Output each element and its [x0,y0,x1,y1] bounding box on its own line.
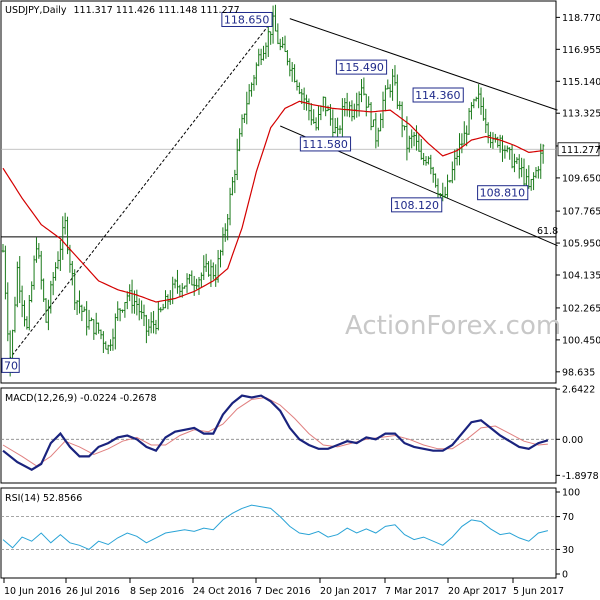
current-price-label: 111.277 [561,145,600,156]
price-axis-label: 104.135 [562,271,600,282]
price-axis-label: 109.650 [562,173,600,184]
price-panel: ActionForex.com 61.8 118.650 115.490 111.5… [0,0,561,384]
annotation-box [1,357,20,373]
macd-axis: 2.6422 0.00 -1.8978 [556,385,599,482]
price-annotation: 108.120 [391,197,443,213]
price-annotation: 108.810 [477,185,529,201]
current-price-box [557,142,600,157]
annotation-box [221,11,273,27]
annotation-label: 111.580 [302,138,348,151]
price-axis-label: 116.955 [562,45,600,56]
annotation-box [412,87,464,103]
annotation-box [477,185,529,201]
rsi-axis-label: 70 [562,512,574,523]
price-annotations: 118.650 115.490 111.580 114.360 108.120 108.8… [1,11,529,373]
chart-title: USDJPY,Daily 111.317 111.426 111.148 111… [5,5,240,16]
trend-line [289,18,558,111]
rsi-line [2,504,549,550]
ema-line [2,100,544,303]
moving-average-line [2,100,544,303]
ohlc-readout: 111.317 111.426 111.148 111.277 [74,5,240,16]
price-axis-label: 113.325 [562,109,600,120]
annotation-label: 115.490 [338,61,384,74]
date-axis-label: 8 Sep 2016 [130,586,184,597]
price-annotation: 118.650 [221,11,273,27]
rsi-axis-label: 0 [562,570,568,581]
macd-title: MACD(12,26,9) -0.0224 -0.2678 [5,393,157,404]
annotation-label: 118.650 [224,13,270,26]
macd-axis-label: 0.00 [562,435,583,446]
macd-panel: MACD(12,26,9) -0.0224 -0.2678 [0,387,557,484]
macd-lines [1,394,556,471]
rsi-axis: 100 70 30 0 [556,488,580,581]
price-annotation: 70 [1,357,20,373]
rsi-axis-label: 30 [562,545,574,556]
price-axis-label: 105.950 [562,239,600,250]
rsi-panel-frame [0,487,557,579]
price-axis-label: 100.450 [562,335,600,346]
date-axis-label: 20 Apr 2017 [448,586,507,597]
date-axis-label: 24 Oct 2016 [193,586,252,597]
rsi-lines [1,504,556,550]
rsi-panel: RSI(14) 52.8566 [0,487,557,579]
date-axis-label: 5 Jun 2017 [513,586,564,597]
price-annotation: 114.360 [412,87,464,103]
rsi-axis-label: 100 [562,488,580,499]
price-axis-label: 118.770 [562,13,600,24]
price-axis: 98.635 100.450 102.265 104.135 105.950 107.76… [556,13,600,378]
annotation-label: 108.120 [394,199,440,212]
rsi-title: RSI(14) 52.8566 [5,493,82,504]
current-price-tag: 111.277 [557,142,600,157]
macd-axis-label: 2.6422 [562,385,595,396]
date-axis-label: 7 Dec 2016 [256,586,311,597]
symbol-title: USDJPY,Daily [5,5,67,16]
annotation-box [391,197,443,213]
date-axis-label: 10 Jun 2016 [4,586,61,597]
price-axis-label: 102.265 [562,303,600,314]
price-annotation: 111.580 [299,136,352,152]
trend-line [2,19,274,368]
price-axis-label: 115.140 [562,77,600,88]
price-axis-label: 98.635 [562,367,595,378]
price-annotation: 115.490 [335,59,388,75]
watermark: ActionForex.com [345,311,561,341]
annotation-box [299,136,352,152]
price-axis-label: 107.765 [562,207,600,218]
date-axis: 10 Jun 2016 26 Jul 2016 8 Sep 2016 24 Oct 2… [3,578,564,597]
date-axis-label: 26 Jul 2016 [66,586,120,597]
annotation-box [335,59,388,75]
annotation-label: 70 [4,359,18,372]
macd-axis-label: -1.8978 [562,471,599,482]
annotation-label: 114.360 [415,89,461,102]
annotation-label: 108.810 [480,187,525,200]
macd-signal-line [2,396,548,467]
date-axis-label: 7 Mar 2017 [385,586,439,597]
macd-line [2,394,549,471]
date-axis-label: 20 Jan 2017 [320,586,377,597]
fibonacci-level-label: 61.8 [537,226,558,237]
